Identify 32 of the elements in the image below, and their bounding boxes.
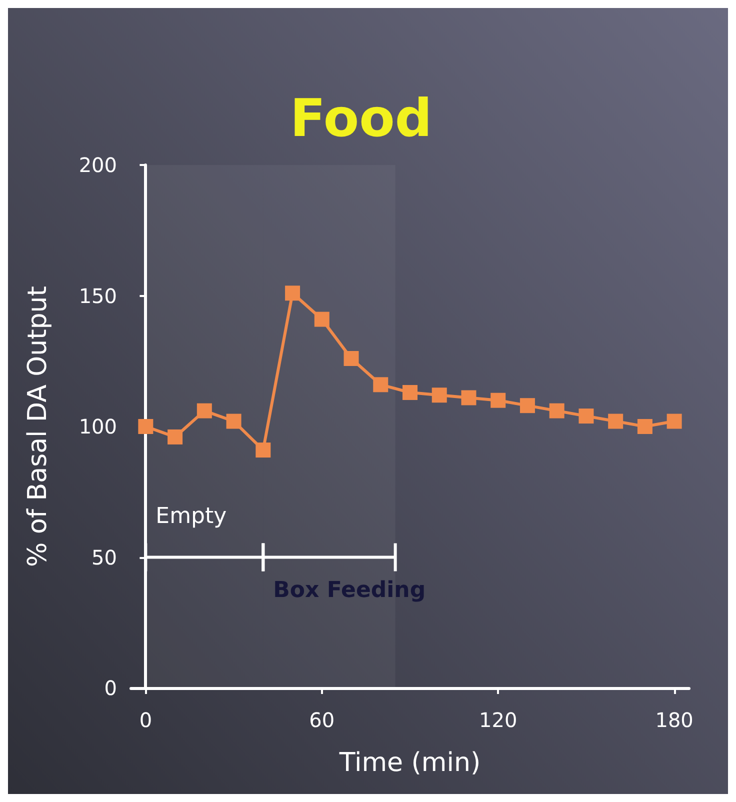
point <box>490 392 506 408</box>
point <box>432 388 447 403</box>
point <box>196 403 212 418</box>
point <box>461 390 476 406</box>
x-tick-label: 180 <box>655 708 694 732</box>
point <box>285 286 300 301</box>
point <box>549 403 564 418</box>
chart-title: Food <box>290 89 432 149</box>
x-tick-label: 60 <box>309 708 335 732</box>
y-tick-label: 150 <box>78 284 117 308</box>
point <box>373 377 388 392</box>
point <box>226 414 242 429</box>
x-tick-label: 120 <box>479 708 518 732</box>
band-label: Empty <box>156 504 227 529</box>
y-axis-title: % of Basal DA Output <box>23 286 53 567</box>
x-axis-title: Time (min) <box>338 748 481 778</box>
point <box>666 414 682 429</box>
y-tick-label: 100 <box>78 414 117 438</box>
point <box>402 385 418 400</box>
point <box>637 419 652 434</box>
y-tick-label: 0 <box>104 676 117 700</box>
point <box>138 419 154 434</box>
x-tick-label: 0 <box>139 708 152 732</box>
point <box>578 408 594 424</box>
point <box>314 312 330 327</box>
point <box>608 414 624 429</box>
point <box>168 429 183 444</box>
point <box>344 351 359 366</box>
point <box>520 398 535 414</box>
y-tick-label: 200 <box>78 153 117 177</box>
y-tick-label: 50 <box>92 545 117 570</box>
point <box>256 442 271 458</box>
